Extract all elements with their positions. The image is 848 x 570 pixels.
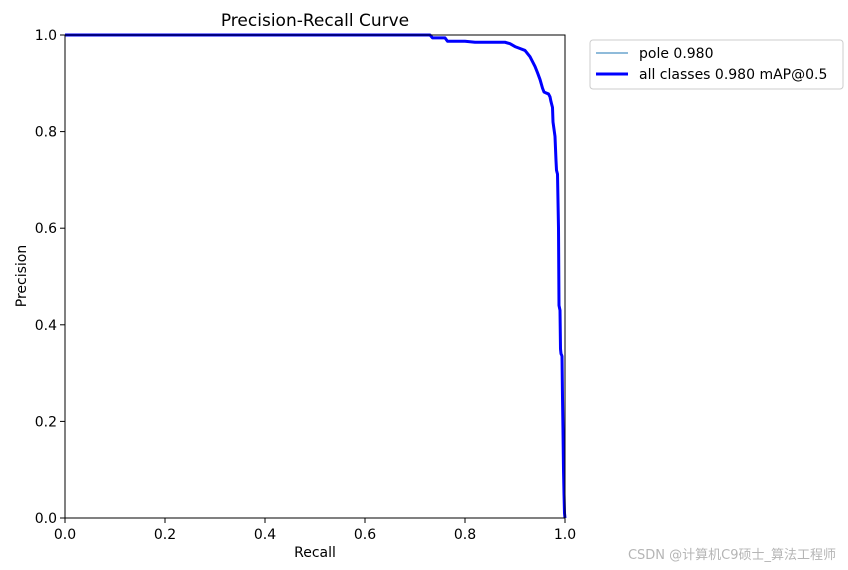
x-tick-label-0: 0.0 bbox=[54, 527, 76, 543]
x-tick-label-4: 0.8 bbox=[454, 527, 476, 543]
x-tick-label-2: 0.4 bbox=[254, 527, 276, 543]
y-axis-ticks: 0.0 0.2 0.4 0.6 0.8 1.0 bbox=[35, 28, 65, 527]
y-tick-label-1: 0.2 bbox=[35, 414, 57, 430]
watermark-text: CSDN @计算机C9硕士_算法工程师 bbox=[628, 548, 836, 563]
series-line-1 bbox=[65, 33, 567, 519]
x-axis-ticks: 0.0 0.2 0.4 0.6 0.8 1.0 bbox=[54, 518, 576, 543]
y-axis-title: Precision bbox=[14, 245, 30, 307]
y-tick-label-0: 0.0 bbox=[35, 511, 57, 527]
chart-title: Precision-Recall Curve bbox=[221, 11, 409, 31]
x-axis-title: Recall bbox=[294, 545, 336, 561]
legend-box bbox=[589, 39, 844, 90]
x-tick-label-1: 0.2 bbox=[154, 527, 176, 543]
plot-series-group bbox=[65, 33, 567, 519]
legend: pole 0.980 all classes 0.980 mAP@0.5 bbox=[589, 39, 844, 90]
series-line-0 bbox=[65, 34, 566, 519]
y-tick-label-3: 0.6 bbox=[35, 221, 57, 237]
legend-label-all-classes: all classes 0.980 mAP@0.5 bbox=[639, 67, 827, 83]
legend-label-pole: pole 0.980 bbox=[639, 46, 713, 62]
y-tick-label-5: 1.0 bbox=[35, 28, 57, 44]
y-tick-label-2: 0.4 bbox=[35, 318, 57, 334]
x-tick-label-3: 0.6 bbox=[354, 527, 376, 543]
x-tick-label-5: 1.0 bbox=[554, 527, 576, 543]
plot-frame bbox=[64, 34, 566, 519]
y-tick-label-4: 0.8 bbox=[35, 125, 57, 141]
